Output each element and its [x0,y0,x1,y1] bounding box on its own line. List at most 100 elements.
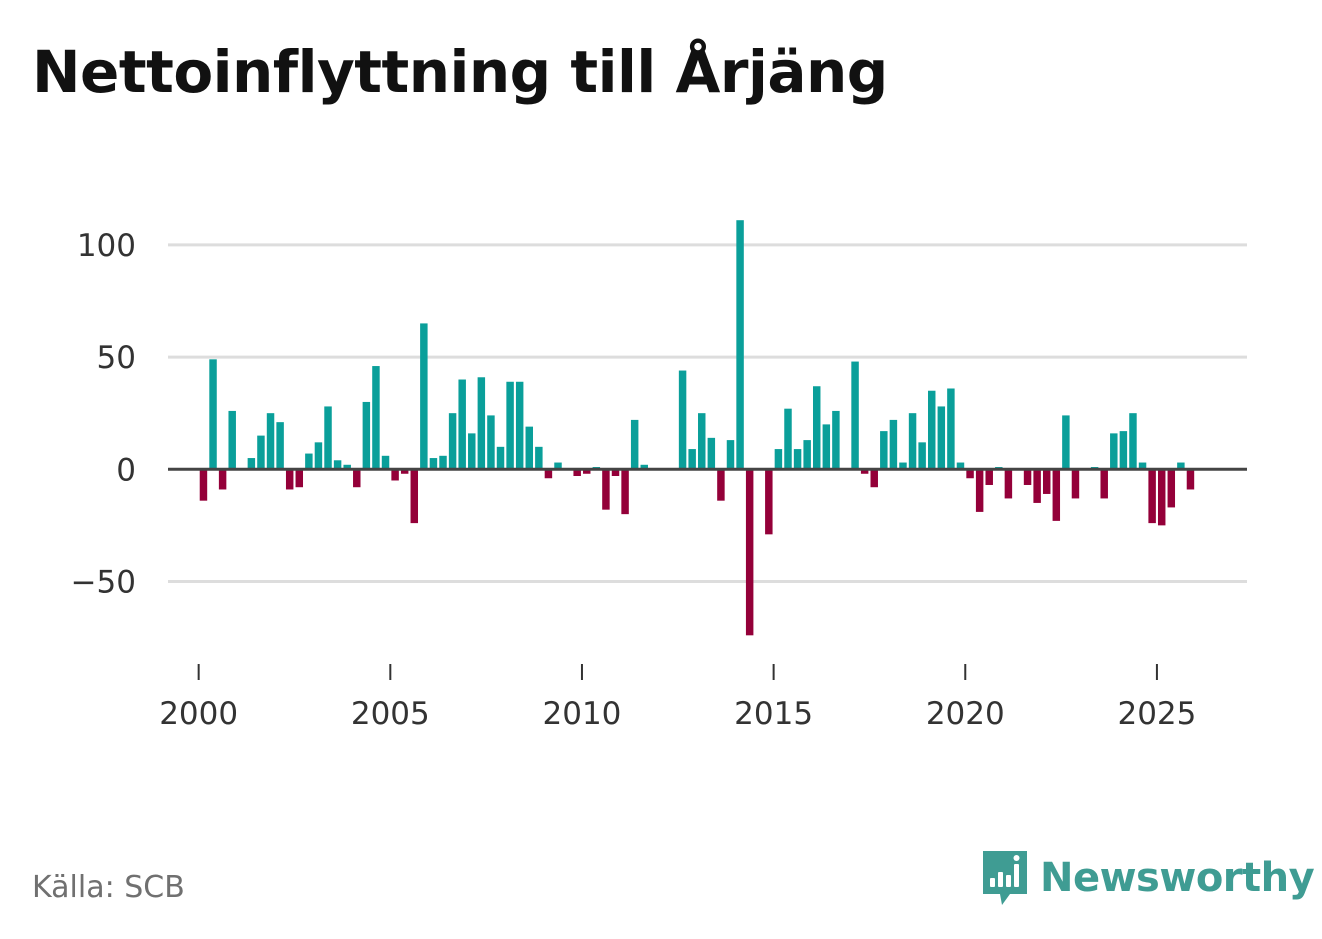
bar-2014Q2 [745,469,754,636]
bar-2007Q4 [496,446,505,470]
y-tick-label: 0 [116,452,136,488]
bar-2022Q3 [1062,415,1070,470]
bar-2020Q1 [966,469,974,479]
x-tick-label: 2015 [734,696,813,732]
bar-2005Q2 [400,469,409,474]
bar-2012Q4 [688,449,696,470]
bar-2014Q4 [765,469,773,535]
newsworthy-logo-icon [983,851,1027,905]
bar-2017Q4 [880,431,888,470]
bar-2010Q3 [602,469,610,510]
bar-2004Q1 [353,469,361,488]
x-tick-label: 2010 [543,696,622,732]
brand-logo[interactable]: Newsworthy [980,848,1315,908]
y-tick-label: 100 [77,228,136,264]
bar-2016Q2 [822,424,831,470]
bar-2021Q4 [1033,469,1041,503]
bar-2001Q2 [247,458,256,470]
x-tick-label: 2020 [926,696,1005,732]
y-tick-label: −50 [71,564,136,600]
x-tick-label: 2000 [159,696,238,732]
bar-2023Q4 [1110,433,1118,470]
bar-2010Q4 [611,469,620,476]
bar-2008Q4 [535,446,543,470]
bar-2018Q4 [918,442,926,470]
bar-2004Q2 [362,401,371,470]
bar-2001Q4 [266,413,275,470]
bar-2001Q3 [257,435,265,470]
bar-2023Q3 [1100,469,1108,499]
bar-2018Q3 [908,413,917,470]
bar-2024Q2 [1129,413,1137,470]
bar-2015Q2 [784,408,792,470]
source-note: Källa: SCB [32,870,185,905]
bar-2006Q2 [439,455,447,470]
bar-2011Q3 [640,464,648,470]
bar-2017Q3 [870,469,878,488]
bar-2006Q3 [448,413,457,470]
y-tick-label: 50 [97,340,136,376]
bar-2018Q2 [899,462,907,470]
bar-2019Q4 [956,462,965,470]
bar-2025Q2 [1167,469,1176,508]
bar-2025Q3 [1177,462,1185,470]
bar-2003Q2 [324,406,332,470]
bar-2009Q1 [544,469,553,479]
bar-2000Q1 [199,469,208,501]
bar-2022Q4 [1071,469,1080,499]
x-tick-label: 2025 [1117,696,1196,732]
bar-2002Q1 [276,422,284,470]
bar-2013Q4 [726,440,735,470]
bar-2002Q4 [305,453,313,470]
bar-2005Q3 [410,469,419,524]
bar-2000Q4 [228,410,236,470]
bar-2013Q2 [707,437,716,470]
bar-2013Q3 [717,469,725,501]
bar-2000Q3 [218,469,227,490]
grid-layer [168,243,1247,583]
bar-2000Q2 [209,359,217,470]
bar-2011Q2 [630,419,639,470]
bar-2015Q4 [803,440,811,470]
bar-2015Q3 [793,449,802,470]
bar-2022Q1 [1042,469,1051,494]
bar-2019Q3 [947,388,955,470]
bar-2008Q2 [515,381,524,470]
bar-2002Q2 [285,469,294,490]
bar-2003Q4 [343,464,351,470]
bar-2007Q3 [487,415,495,470]
bar-2008Q3 [525,426,533,470]
bar-2024Q1 [1119,431,1128,470]
bar-2004Q4 [381,455,390,470]
bar-2006Q4 [458,379,466,470]
bar-2006Q1 [429,458,438,470]
bar-2005Q1 [391,469,399,481]
bar-2009Q4 [573,469,581,476]
bar-2021Q1 [1004,469,1013,499]
chart-title: Nettoinflyttning till Årjäng [32,38,888,106]
bar-2016Q1 [813,386,821,470]
bar-2025Q4 [1186,469,1195,490]
bar-2019Q1 [928,390,936,470]
bar-2010Q1 [583,469,591,474]
bar-layer [199,220,1195,636]
bar-2020Q3 [985,469,993,485]
bar-2009Q2 [554,462,562,470]
x-tick-label: 2005 [351,696,430,732]
bar-2024Q4 [1148,469,1156,524]
bar-2025Q1 [1157,469,1166,526]
bar-2003Q1 [314,442,323,470]
brand-name: Newsworthy [1040,855,1315,901]
bar-2020Q2 [975,469,984,512]
bar-2005Q4 [420,323,428,470]
bar-2002Q3 [295,469,304,488]
bar-2012Q3 [678,370,687,470]
bar-2024Q3 [1138,462,1147,470]
bar-2017Q1 [851,361,859,470]
axis-layer: −50 0 50 100 2000 2005 2010 2015 2020 2025 [71,228,1247,732]
bar-2013Q1 [698,413,706,470]
bar-2007Q2 [477,377,486,470]
bar-2004Q3 [372,366,380,470]
bar-2011Q1 [621,469,629,515]
